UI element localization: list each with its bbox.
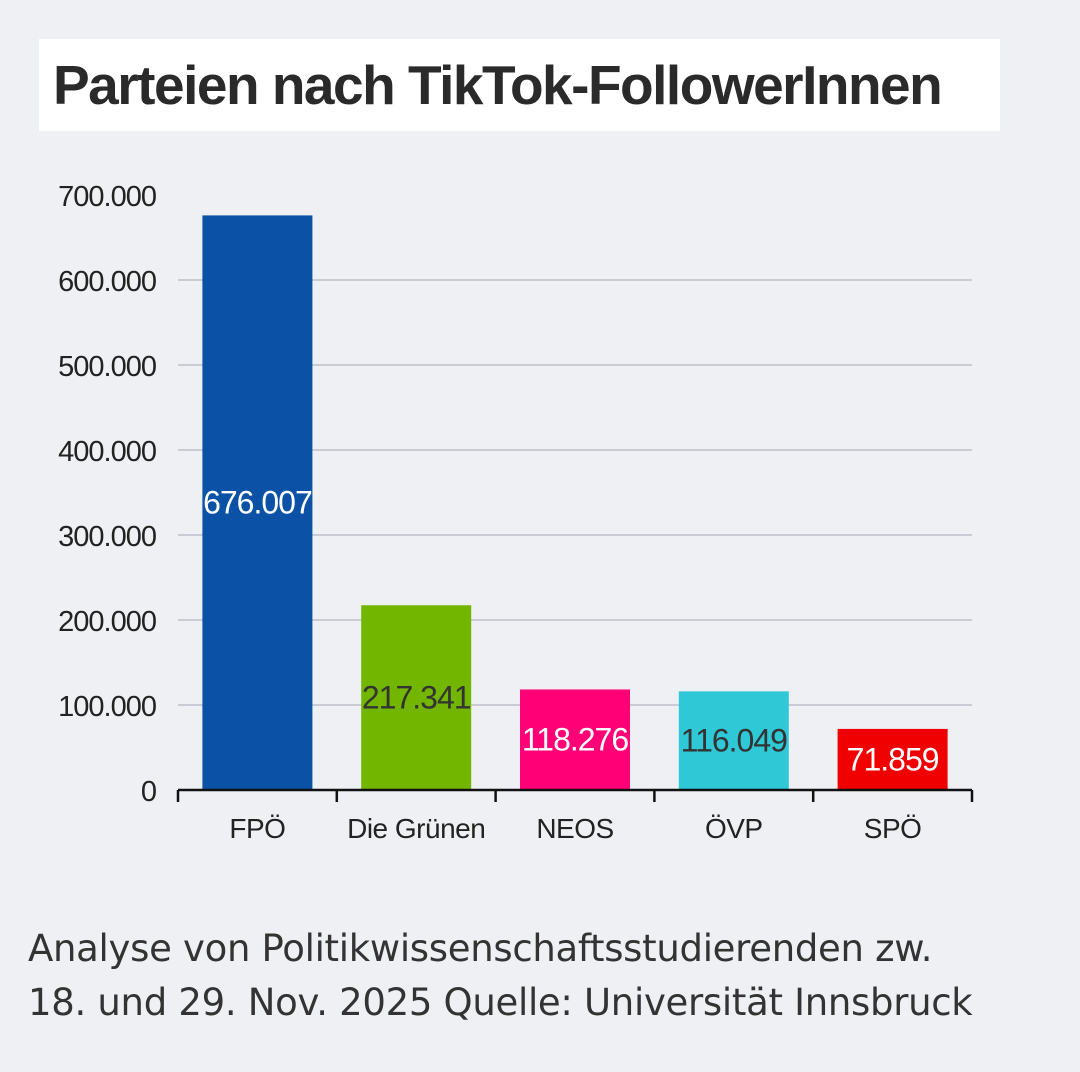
- x-tick-label: FPÖ: [229, 813, 285, 844]
- y-tick-label: 100.000: [58, 691, 156, 723]
- y-tick-label: 200.000: [58, 606, 156, 638]
- y-tick-label: 600.000: [58, 266, 156, 298]
- x-tick-label: ÖVP: [705, 813, 763, 844]
- bar-value-label: 676.007: [203, 485, 312, 521]
- bar: [678, 691, 789, 790]
- bar-value-label: 217.341: [362, 680, 471, 716]
- bar-chart: 0 100.000 200.000 300.000 400.000 500.000 600.…: [58, 181, 974, 844]
- x-tick-label: Die Grünen: [347, 813, 485, 844]
- y-tick-label: 0: [141, 776, 156, 808]
- y-tick-label: 400.000: [58, 436, 156, 468]
- source-line-1: Analyse von Politikwissenschaftsstudiere…: [28, 927, 933, 970]
- chart-title: Parteien nach TikTok-FollowerInnen: [53, 54, 943, 116]
- bar: [837, 728, 948, 790]
- bar: [361, 605, 472, 790]
- x-tick-label: NEOS: [536, 813, 613, 844]
- bar-value-label: 71.859: [847, 741, 939, 777]
- bar: [520, 689, 630, 790]
- x-tick-label: SPÖ: [864, 813, 922, 844]
- bar: [202, 215, 313, 790]
- source-line-2: 18. und 29. Nov. 2025 Quelle: Universitä…: [28, 981, 973, 1024]
- source-note: Analyse von Politikwissenschaftsstudiere…: [28, 922, 1068, 1030]
- bar-value-label: 118.276: [522, 722, 629, 758]
- y-tick-label: 500.000: [58, 351, 156, 383]
- bar-value-label: 116.049: [681, 723, 788, 759]
- y-tick-label: 300.000: [58, 521, 156, 553]
- y-tick-label: 700.000: [58, 181, 156, 213]
- title-box: Parteien nach TikTok-FollowerInnen: [39, 39, 1000, 131]
